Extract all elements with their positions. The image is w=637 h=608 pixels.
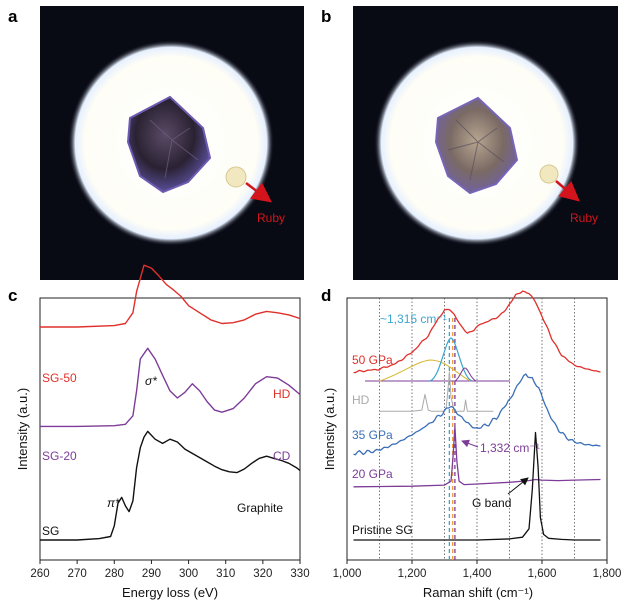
panel-a-ruby-label: Ruby bbox=[257, 211, 285, 225]
d-tick-label-1200: 1,200 bbox=[398, 568, 427, 580]
series-line-sg-50 bbox=[40, 264, 301, 328]
series-line-35-gpa bbox=[353, 373, 601, 456]
panel-d-peak-fit-components bbox=[365, 337, 510, 382]
c-tick-label-330: 330 bbox=[290, 568, 309, 580]
series-line-20-gpa bbox=[353, 426, 601, 488]
fit-peak-1315 bbox=[429, 337, 473, 382]
d-tick-label-1800: 1,800 bbox=[593, 568, 622, 580]
c-tick-label-280: 280 bbox=[105, 568, 124, 580]
panel-d-series bbox=[353, 290, 601, 541]
annotation-sigma-star: σ* bbox=[145, 374, 157, 388]
series-label-pristine-sg: Pristine SG bbox=[352, 523, 413, 537]
arrow-1332 bbox=[461, 439, 479, 448]
series-line-50-gpa bbox=[353, 290, 601, 374]
c-tick-label-290: 290 bbox=[142, 568, 161, 580]
panel-a-ruby-arrow bbox=[245, 182, 272, 203]
panel-a-crystal-facets bbox=[149, 119, 199, 179]
panel-d-peak-marker-lines bbox=[448, 318, 456, 560]
series-line-pristine-sg bbox=[353, 431, 601, 541]
d-tick-label-1000: 1,000 bbox=[333, 568, 362, 580]
panel-b-diamond-crystal bbox=[434, 96, 519, 195]
panel-c: c 260 270 280 290 300 310 320 330 Energy loss (… bbox=[8, 264, 310, 600]
series-label-sg: SG bbox=[42, 524, 59, 538]
series-label-20-gpa: 20 GPa bbox=[352, 467, 393, 481]
panel-c-y-axis-label: Intensity (a.u.) bbox=[15, 388, 30, 470]
c-tick-label-260: 260 bbox=[30, 568, 49, 580]
c-tick-label-310: 310 bbox=[216, 568, 235, 580]
panel-c-label: c bbox=[8, 286, 17, 305]
series-line-sg bbox=[40, 430, 301, 541]
panel-b: Ruby b bbox=[321, 6, 618, 280]
panel-a: Ruby a bbox=[8, 6, 304, 280]
fit-peak-small bbox=[454, 367, 477, 382]
panel-d-y-axis-label: Intensity (a.u.) bbox=[322, 388, 337, 470]
panel-b-ruby-label: Ruby bbox=[570, 211, 598, 225]
c-tick-label-320: 320 bbox=[253, 568, 272, 580]
panel-c-series bbox=[40, 264, 301, 541]
panel-d: d 1,000 1,200 1,400 1,600 1,800 Raman shift … bbox=[321, 286, 621, 600]
panel-a-ruby-sphere bbox=[225, 166, 247, 188]
annotation-g-band: G band bbox=[472, 496, 511, 510]
panel-b-ruby-arrow bbox=[555, 180, 580, 202]
panel-d-label: d bbox=[321, 286, 331, 305]
c-tick-label-270: 270 bbox=[68, 568, 87, 580]
series-label-cd: CD bbox=[273, 449, 291, 463]
annotation-1315: ~1,315 cm⁻¹ bbox=[380, 312, 447, 326]
series-label-sg-20: SG-20 bbox=[42, 449, 77, 463]
series-label-hd: HD bbox=[273, 387, 291, 401]
panel-d-x-axis-label: Raman shift (cm⁻¹) bbox=[423, 585, 533, 600]
series-label-50-gpa: 50 GPa bbox=[352, 353, 393, 367]
fit-peak-broad bbox=[379, 359, 471, 382]
panel-c-x-axis-label: Energy loss (eV) bbox=[122, 585, 218, 600]
panel-c-x-ticks: 260 270 280 290 300 310 320 330 bbox=[30, 560, 310, 580]
d-tick-label-1600: 1,600 bbox=[528, 568, 557, 580]
annotation-pi-star: π* bbox=[107, 496, 120, 510]
annotation-1332: 1,332 cm⁻¹ bbox=[480, 441, 540, 455]
d-tick-label-1400: 1,400 bbox=[463, 568, 492, 580]
series-line-sg-20 bbox=[40, 347, 301, 428]
panel-a-diamond-crystal bbox=[126, 95, 212, 194]
panel-b-ruby-sphere bbox=[539, 164, 559, 184]
series-label-35-gpa: 35 GPa bbox=[352, 428, 393, 442]
panel-a-label: a bbox=[8, 7, 18, 26]
panel-d-x-ticks: 1,000 1,200 1,400 1,600 1,800 bbox=[333, 560, 622, 580]
panel-b-crystal-facets bbox=[447, 119, 505, 181]
panel-b-label: b bbox=[321, 7, 331, 26]
panel-d-dotted-gridlines bbox=[379, 298, 575, 560]
series-label-graphite: Graphite bbox=[237, 501, 283, 515]
arrow-g-band bbox=[507, 477, 529, 495]
panel-c-plot-frame bbox=[39, 297, 301, 561]
series-label-sg-50: SG-50 bbox=[42, 371, 77, 385]
c-tick-label-300: 300 bbox=[179, 568, 198, 580]
series-line-hd bbox=[379, 371, 494, 412]
series-label-hd-raman: HD bbox=[352, 393, 370, 407]
